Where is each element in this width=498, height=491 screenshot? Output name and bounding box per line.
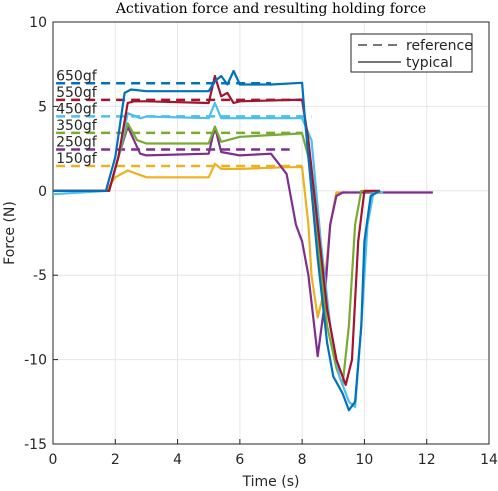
y-tick-label: -5 — [33, 268, 47, 284]
typical-line — [53, 125, 433, 358]
y-tick-label: -15 — [24, 437, 47, 453]
y-axis-label: Force (N) — [2, 201, 18, 265]
typical-line — [53, 74, 380, 386]
chart-title: Activation force and resulting holding f… — [115, 1, 426, 17]
x-tick-label: 2 — [111, 452, 120, 468]
legend-label: reference — [406, 38, 473, 54]
x-tick-label: 6 — [235, 452, 244, 468]
typical-line — [53, 122, 381, 386]
series-label: 150gf — [56, 151, 98, 167]
y-tick-label: 10 — [29, 15, 47, 31]
x-tick-label: 14 — [480, 452, 498, 468]
x-tick-label: 4 — [173, 452, 182, 468]
legend-box — [350, 33, 473, 73]
series-label: 650gf — [56, 68, 98, 84]
x-tick-label: 12 — [418, 452, 436, 468]
legend-label: typical — [406, 55, 453, 71]
series-label: 550gf — [56, 85, 98, 101]
x-tick-label: 10 — [356, 452, 374, 468]
x-axis-label: Time (s) — [242, 474, 300, 490]
plot-frame — [52, 21, 490, 445]
x-tick-label: 0 — [49, 452, 58, 468]
series-label: 450gf — [56, 101, 98, 117]
series-label: 350gf — [56, 118, 98, 134]
y-tick-label: 0 — [38, 184, 47, 200]
y-tick-label: -10 — [24, 353, 47, 369]
x-tick-label: 8 — [298, 452, 307, 468]
y-tick-label: 5 — [38, 99, 47, 115]
series-label: 250gf — [56, 134, 98, 150]
typical-line — [53, 69, 381, 412]
